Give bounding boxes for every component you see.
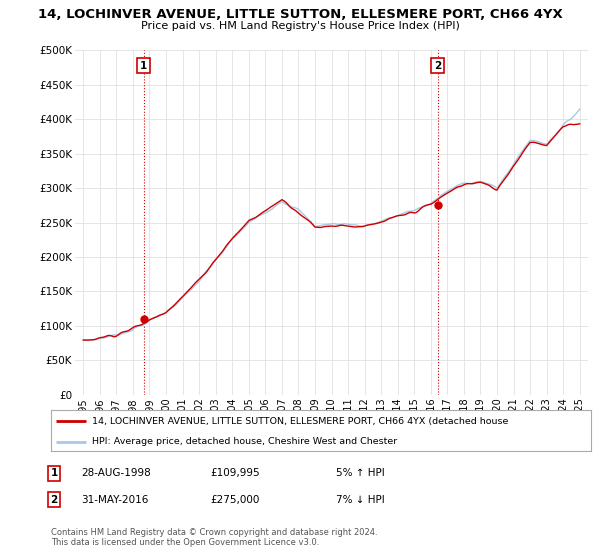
Text: Contains HM Land Registry data © Crown copyright and database right 2024.
This d: Contains HM Land Registry data © Crown c… [51,528,377,547]
Text: Price paid vs. HM Land Registry's House Price Index (HPI): Price paid vs. HM Land Registry's House … [140,21,460,31]
Text: HPI: Average price, detached house, Cheshire West and Chester: HPI: Average price, detached house, Ches… [91,437,397,446]
Text: 1: 1 [140,60,148,71]
Text: 5% ↑ HPI: 5% ↑ HPI [336,468,385,478]
Text: 14, LOCHINVER AVENUE, LITTLE SUTTON, ELLESMERE PORT, CH66 4YX (detached house: 14, LOCHINVER AVENUE, LITTLE SUTTON, ELL… [91,417,508,426]
Text: 1: 1 [50,468,58,478]
Text: 2: 2 [50,494,58,505]
Text: £109,995: £109,995 [210,468,260,478]
Text: 14, LOCHINVER AVENUE, LITTLE SUTTON, ELLESMERE PORT, CH66 4YX: 14, LOCHINVER AVENUE, LITTLE SUTTON, ELL… [38,8,562,21]
Text: £275,000: £275,000 [210,494,259,505]
Text: 2: 2 [434,60,441,71]
Text: 28-AUG-1998: 28-AUG-1998 [81,468,151,478]
Text: 7% ↓ HPI: 7% ↓ HPI [336,494,385,505]
Text: 31-MAY-2016: 31-MAY-2016 [81,494,148,505]
